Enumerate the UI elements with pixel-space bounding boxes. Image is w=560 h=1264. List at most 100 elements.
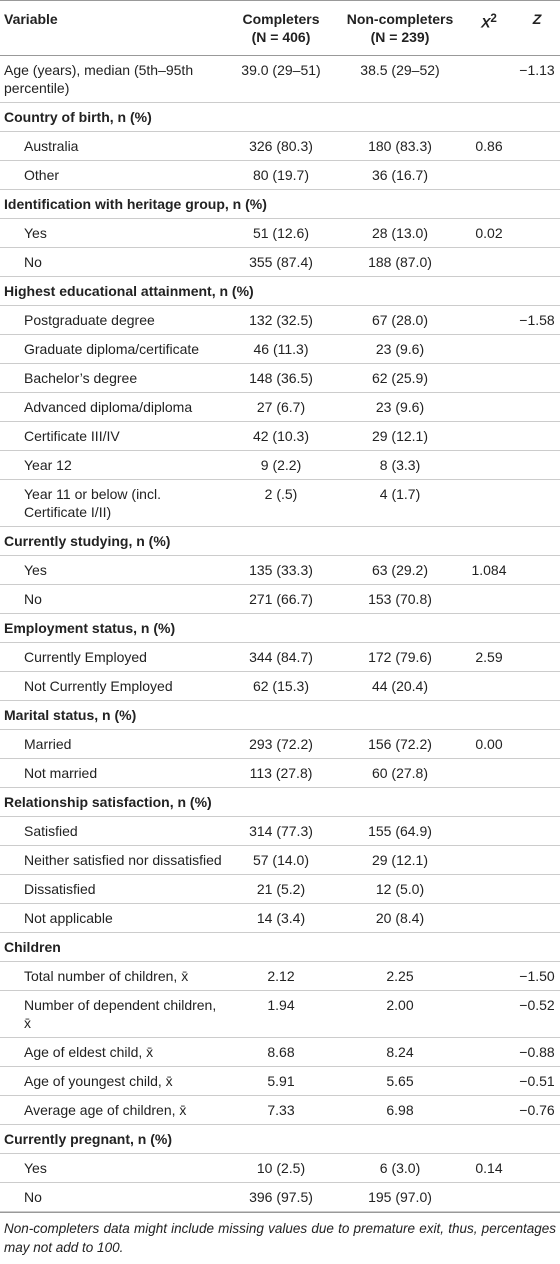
cell: 38.5 (29–52) bbox=[336, 55, 464, 103]
cell: 57 (14.0) bbox=[226, 845, 336, 875]
cell bbox=[464, 363, 514, 393]
cell: 2.12 bbox=[226, 961, 336, 991]
row-label: Certificate III/IV bbox=[0, 421, 226, 451]
row-label: Australia bbox=[0, 131, 226, 161]
section-row: Highest educational attainment, n (%) bbox=[0, 276, 560, 306]
row-label: Other bbox=[0, 160, 226, 190]
table-row: Currently Employed 344 (84.7) 172 (79.6) 2.… bbox=[0, 642, 560, 672]
cell bbox=[514, 450, 560, 480]
cell bbox=[514, 758, 560, 788]
cell bbox=[514, 874, 560, 904]
section-title: Country of birth, n (%) bbox=[0, 102, 560, 132]
header-cell: Variable bbox=[0, 0, 226, 56]
cell bbox=[514, 584, 560, 614]
cell bbox=[514, 363, 560, 393]
cell: 29 (12.1) bbox=[336, 845, 464, 875]
table-row: Total number of children, x̄ 2.12 2.25 −1.5… bbox=[0, 961, 560, 991]
cell: 6 (3.0) bbox=[336, 1153, 464, 1183]
header-cell: Completers (N = 406) bbox=[226, 0, 336, 56]
cell: 42 (10.3) bbox=[226, 421, 336, 451]
header-text: Completers bbox=[242, 11, 320, 27]
cell: 314 (77.3) bbox=[226, 816, 336, 846]
cell: 5.91 bbox=[226, 1066, 336, 1096]
section-title: Employment status, n (%) bbox=[0, 613, 560, 643]
cell bbox=[464, 421, 514, 451]
cell: 51 (12.6) bbox=[226, 218, 336, 248]
cell bbox=[514, 903, 560, 933]
cell bbox=[464, 55, 514, 103]
table-row: Not Currently Employed 62 (15.3) 44 (20.4) bbox=[0, 671, 560, 701]
cell: 46 (11.3) bbox=[226, 334, 336, 364]
cell: 355 (87.4) bbox=[226, 247, 336, 277]
cell bbox=[514, 642, 560, 672]
cell: 172 (79.6) bbox=[336, 642, 464, 672]
table-row: Yes 51 (12.6) 28 (13.0) 0.02 bbox=[0, 218, 560, 248]
cell: −0.88 bbox=[514, 1037, 560, 1067]
cell bbox=[514, 334, 560, 364]
cell: 195 (97.0) bbox=[336, 1182, 464, 1212]
cell bbox=[464, 903, 514, 933]
row-label: Total number of children, x̄ bbox=[0, 961, 226, 991]
row-label: Yes bbox=[0, 1153, 226, 1183]
data-table: Variable Completers (N = 406) Non-complet… bbox=[0, 0, 560, 1212]
section-row: Identification with heritage group, n (%… bbox=[0, 189, 560, 219]
cell: 0.14 bbox=[464, 1153, 514, 1183]
row-label: Neither satisfied nor dissatisfied bbox=[0, 845, 226, 875]
cell: 67 (28.0) bbox=[336, 305, 464, 335]
cell: 0.00 bbox=[464, 729, 514, 759]
section-row: Employment status, n (%) bbox=[0, 613, 560, 643]
cell bbox=[464, 479, 514, 527]
cell: 20 (8.4) bbox=[336, 903, 464, 933]
row-label: Not married bbox=[0, 758, 226, 788]
cell: 293 (72.2) bbox=[226, 729, 336, 759]
table-row: Australia 326 (80.3) 180 (83.3) 0.86 bbox=[0, 131, 560, 161]
cell bbox=[464, 758, 514, 788]
header-text: Non-completers bbox=[346, 11, 454, 27]
section-title: Highest educational attainment, n (%) bbox=[0, 276, 560, 306]
cell: 1.084 bbox=[464, 555, 514, 585]
cell: 7.33 bbox=[226, 1095, 336, 1125]
table-row: No 271 (66.7) 153 (70.8) bbox=[0, 584, 560, 614]
cell: 9 (2.2) bbox=[226, 450, 336, 480]
cell: −0.52 bbox=[514, 990, 560, 1038]
header-row: Variable Completers (N = 406) Non-complet… bbox=[0, 0, 560, 56]
section-row: Country of birth, n (%) bbox=[0, 102, 560, 132]
cell: 153 (70.8) bbox=[336, 584, 464, 614]
table-row: Other 80 (19.7) 36 (16.7) bbox=[0, 160, 560, 190]
cell: 156 (72.2) bbox=[336, 729, 464, 759]
row-label: Age of eldest child, x̄ bbox=[0, 1037, 226, 1067]
cell: −1.13 bbox=[514, 55, 560, 103]
row-label: Graduate diploma/certificate bbox=[0, 334, 226, 364]
cell bbox=[464, 1066, 514, 1096]
cell bbox=[514, 845, 560, 875]
cell: −1.58 bbox=[514, 305, 560, 335]
row-label: Advanced diploma/diploma bbox=[0, 392, 226, 422]
cell: 29 (12.1) bbox=[336, 421, 464, 451]
cell: 396 (97.5) bbox=[226, 1182, 336, 1212]
cell bbox=[514, 218, 560, 248]
table-row: Yes 135 (33.3) 63 (29.2) 1.084 bbox=[0, 555, 560, 585]
cell: 1.94 bbox=[226, 990, 336, 1038]
row-label: Age of youngest child, x̄ bbox=[0, 1066, 226, 1096]
cell: 2.00 bbox=[336, 990, 464, 1038]
cell bbox=[464, 305, 514, 335]
cell bbox=[464, 874, 514, 904]
footnote: Non-completers data might include missin… bbox=[0, 1212, 560, 1263]
cell: 28 (13.0) bbox=[336, 218, 464, 248]
row-label: Married bbox=[0, 729, 226, 759]
cell: 8.68 bbox=[226, 1037, 336, 1067]
cell bbox=[514, 729, 560, 759]
cell: 8.24 bbox=[336, 1037, 464, 1067]
section-row: Currently studying, n (%) bbox=[0, 526, 560, 556]
section-row: Marital status, n (%) bbox=[0, 700, 560, 730]
row-label: Yes bbox=[0, 218, 226, 248]
cell: −0.76 bbox=[514, 1095, 560, 1125]
row-label: Satisfied bbox=[0, 816, 226, 846]
header-cell: Non-completers (N = 239) bbox=[336, 0, 464, 56]
row-label: Not applicable bbox=[0, 903, 226, 933]
table-row: Neither satisfied nor dissatisfied 57 (14… bbox=[0, 845, 560, 875]
cell: 326 (80.3) bbox=[226, 131, 336, 161]
table-row: Year 12 9 (2.2) 8 (3.3) bbox=[0, 450, 560, 480]
table-row: Graduate diploma/certificate 46 (11.3) 23 … bbox=[0, 334, 560, 364]
